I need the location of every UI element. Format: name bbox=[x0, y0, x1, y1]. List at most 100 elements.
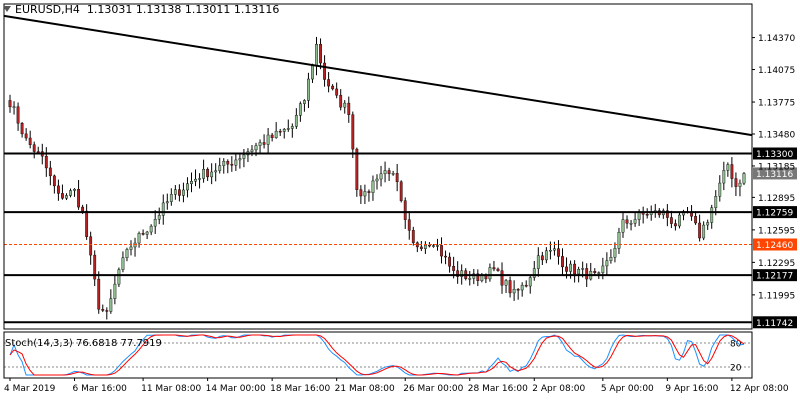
candle bbox=[714, 196, 718, 208]
y-tick-label: 1.13480 bbox=[758, 131, 795, 141]
candle bbox=[351, 114, 355, 150]
candle bbox=[234, 159, 238, 166]
candle bbox=[335, 88, 339, 96]
candle bbox=[428, 244, 431, 247]
candle bbox=[544, 250, 548, 261]
candle bbox=[738, 182, 742, 187]
candle bbox=[698, 222, 702, 239]
candle bbox=[569, 263, 572, 272]
trendline bbox=[3, 14, 753, 137]
x-tick-label: 21 Mar 08:00 bbox=[335, 384, 395, 394]
candle bbox=[674, 223, 677, 227]
stochastic-panel: 80 20 bbox=[4, 334, 752, 376]
candle bbox=[121, 257, 125, 270]
candle bbox=[508, 280, 512, 294]
candle bbox=[722, 170, 726, 184]
candle bbox=[16, 106, 20, 124]
candle bbox=[488, 267, 492, 280]
candle bbox=[460, 270, 464, 277]
candle bbox=[303, 100, 306, 104]
price-panel bbox=[3, 14, 753, 324]
stoch-level-label: 20 bbox=[730, 364, 742, 374]
dropdown-triangle-icon[interactable] bbox=[3, 6, 11, 12]
candle bbox=[157, 215, 161, 220]
level-label-3: 1.12177 bbox=[756, 272, 793, 282]
stoch-main-line bbox=[9, 334, 745, 376]
candle bbox=[210, 171, 214, 178]
current-price-bg bbox=[753, 167, 797, 180]
candle bbox=[294, 115, 298, 127]
candle bbox=[536, 255, 540, 269]
candle bbox=[500, 270, 504, 286]
candle bbox=[12, 106, 16, 108]
current-price-label: 1.13116 bbox=[756, 170, 793, 180]
candle bbox=[371, 180, 375, 193]
y-tick-label: 1.14075 bbox=[758, 66, 795, 76]
candle bbox=[194, 178, 197, 182]
candle bbox=[57, 185, 60, 194]
candle bbox=[593, 271, 597, 274]
candle bbox=[242, 154, 246, 159]
ohlc-values: 1.13031 1.13138 1.13011 1.13116 bbox=[86, 3, 280, 16]
x-tick-label: 9 Apr 16:00 bbox=[665, 384, 718, 394]
candle bbox=[669, 217, 673, 224]
x-tick-label: 26 Mar 00:00 bbox=[403, 384, 463, 394]
candle bbox=[214, 170, 218, 173]
candle bbox=[411, 230, 415, 243]
candle bbox=[407, 219, 411, 231]
candle bbox=[395, 173, 399, 183]
chart-header: EURUSD,H4 1.13031 1.13138 1.13011 1.1311… bbox=[3, 3, 279, 16]
candle bbox=[540, 255, 544, 261]
level-label-1: 1.12759 bbox=[756, 209, 793, 219]
candle bbox=[169, 194, 173, 202]
candle bbox=[61, 193, 64, 199]
candle bbox=[258, 142, 262, 146]
candle bbox=[36, 151, 40, 153]
candle bbox=[266, 134, 270, 145]
candle bbox=[601, 265, 605, 273]
candle bbox=[629, 222, 633, 225]
candle bbox=[44, 155, 48, 169]
level-label-0: 1.13300 bbox=[756, 150, 793, 160]
candle bbox=[339, 95, 343, 108]
candle bbox=[198, 178, 201, 180]
x-tick-label: 28 Mar 16:00 bbox=[468, 384, 528, 394]
candle bbox=[165, 201, 169, 204]
candle bbox=[347, 102, 351, 115]
candle bbox=[391, 173, 395, 175]
y-tick-label: 1.13775 bbox=[758, 99, 795, 109]
candle bbox=[315, 44, 318, 67]
candle bbox=[190, 181, 193, 184]
candle bbox=[359, 189, 363, 197]
candle bbox=[532, 268, 536, 278]
candle bbox=[77, 189, 80, 208]
candle bbox=[186, 183, 189, 191]
level-label-4: 1.11742 bbox=[756, 319, 793, 329]
candle bbox=[355, 148, 359, 190]
candle bbox=[298, 103, 302, 116]
candle bbox=[319, 44, 322, 64]
candle bbox=[250, 149, 254, 152]
candle bbox=[678, 214, 681, 227]
candle bbox=[444, 255, 447, 258]
candle bbox=[496, 268, 500, 271]
candle bbox=[512, 289, 516, 294]
candle bbox=[137, 233, 141, 244]
candle bbox=[202, 168, 205, 179]
candle bbox=[452, 266, 456, 271]
candle bbox=[492, 267, 496, 270]
candle bbox=[270, 134, 274, 138]
candle bbox=[311, 65, 314, 80]
candle bbox=[423, 244, 427, 249]
candle bbox=[218, 165, 222, 171]
x-tick-label: 18 Mar 16:00 bbox=[270, 384, 330, 394]
stoch-signal-line bbox=[9, 334, 745, 376]
level-label-bg-4 bbox=[753, 316, 797, 329]
candle bbox=[32, 144, 36, 152]
candle bbox=[182, 189, 185, 196]
candle bbox=[97, 278, 101, 310]
candle bbox=[742, 173, 746, 184]
y-tick-label: 1.12595 bbox=[758, 226, 795, 236]
candle bbox=[48, 167, 52, 177]
candle bbox=[694, 216, 697, 224]
